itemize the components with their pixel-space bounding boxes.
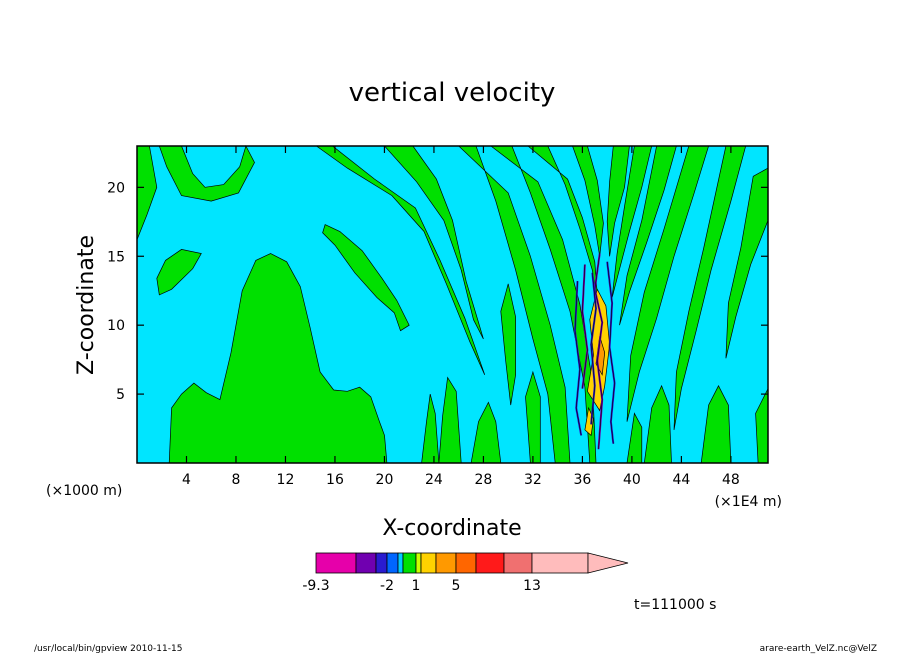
contour-plot [136, 145, 769, 464]
colorbar-swatch [375, 552, 388, 574]
positive-region [383, 145, 484, 340]
footer-right: arare-earth_VelZ.nc@VelZ [760, 644, 877, 654]
colorbar-swatch [415, 552, 422, 574]
colorbar-swatch [420, 552, 437, 574]
positive-streak [525, 370, 541, 464]
colorbar-label: -2 [380, 578, 394, 594]
chart-title: vertical velocity [349, 78, 556, 108]
positive-region [322, 224, 410, 332]
colorbar-labels: -9.3 -2 1 5 13 [302, 578, 541, 594]
y-tick-label: 5 [116, 387, 125, 403]
x-tick-label: 8 [232, 472, 241, 488]
y-axis-label: Z-coordinate [74, 235, 99, 375]
x-tick-label: 12 [277, 472, 295, 488]
x-tick-label: 20 [376, 472, 394, 488]
x-axis: 4 8 12 16 20 24 28 32 36 40 44 48 [182, 146, 740, 488]
positive-region [315, 145, 486, 375]
downdraft-contour-outline [574, 281, 582, 436]
colorbar-swatch [386, 552, 399, 574]
colorbar-label: 1 [412, 578, 421, 594]
time-label: t=111000 s [634, 597, 716, 613]
y-tick-label: 10 [107, 318, 125, 334]
y-tick-label: 20 [107, 180, 125, 196]
x-axis-label: X-coordinate [382, 516, 521, 541]
downdraft-contour-outline [606, 261, 615, 444]
colorbar-swatch [503, 552, 533, 574]
y-tick-label: 15 [107, 249, 125, 265]
x-scale-note: (×1E4 m) [715, 494, 782, 510]
colorbar [315, 552, 629, 574]
footer-left: /usr/local/bin/gpview 2010-11-15 [34, 644, 182, 654]
positive-streak [626, 145, 710, 422]
colorbar-swatch [435, 552, 457, 574]
downdraft-contour-outline [590, 272, 597, 425]
colorbar-label: -9.3 [302, 578, 329, 594]
colorbar-label: 13 [523, 578, 541, 594]
x-tick-label: 28 [475, 472, 493, 488]
colorbar-swatch [397, 552, 404, 574]
colorbar-arrow [587, 552, 629, 574]
x-tick-label: 40 [623, 472, 641, 488]
colorbar-swatch [455, 552, 477, 574]
x-unit-label: (×1000 m) [46, 483, 122, 499]
downdraft-contour-outline [594, 253, 603, 450]
positive-streak [606, 145, 630, 257]
x-tick-label: 36 [573, 472, 591, 488]
colorbar-swatch [475, 552, 505, 574]
x-tick-label: 44 [672, 472, 690, 488]
y-axis: 5 10 15 20 [107, 180, 768, 403]
colorbar-swatch [531, 552, 589, 574]
x-tick-label: 4 [182, 472, 191, 488]
downdraft-contour-outline [582, 264, 588, 389]
x-tick-label: 16 [326, 472, 344, 488]
positive-region [156, 249, 202, 296]
x-tick-label: 24 [425, 472, 443, 488]
plot-frame [136, 145, 769, 464]
x-tick-label: 32 [524, 472, 542, 488]
colorbar-swatch [355, 552, 377, 574]
positive-streak [673, 145, 747, 430]
colorbar-swatch [402, 552, 417, 574]
positive-streak [611, 145, 653, 298]
x-tick-label: 48 [722, 472, 740, 488]
positive-streak [500, 283, 516, 406]
colorbar-swatch [315, 552, 357, 574]
positive-region [168, 253, 388, 464]
colorbar-label: 5 [452, 578, 461, 594]
positive-streak [619, 145, 677, 326]
